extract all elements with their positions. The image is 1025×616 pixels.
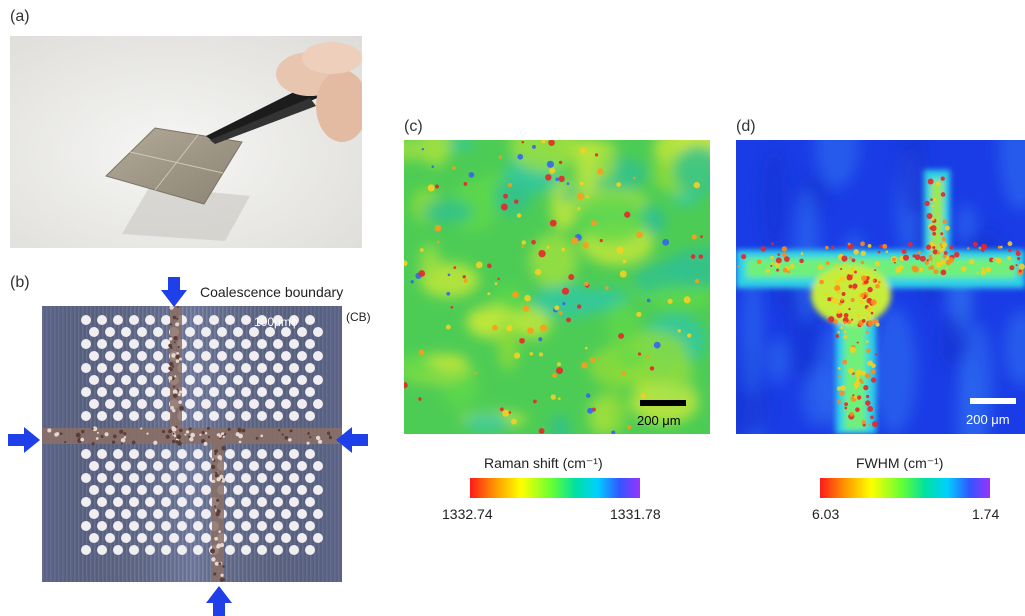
scale-label-d: 200 μm	[966, 412, 1010, 427]
coalescence-boundary-label: Coalescence boundary	[200, 284, 344, 300]
fwhm-colorbar-min: 6.03	[812, 506, 840, 522]
tweezers	[206, 84, 322, 142]
panel-c-label: (c)	[404, 118, 423, 135]
arrow-right	[336, 427, 368, 453]
scale-bar-d	[970, 398, 1016, 404]
photo-diamond-sample	[10, 36, 362, 248]
arrow-bottom	[206, 586, 232, 616]
raman-colorbar-title: Raman shift (cm⁻¹)	[484, 455, 603, 471]
scale-bar-c	[640, 400, 686, 406]
raman-shift-map: 200 μm	[404, 140, 710, 434]
cb-abbreviation: (CB)	[346, 310, 371, 324]
raman-colorbar-max: 1331.78	[610, 506, 661, 522]
fwhm-colorbar	[820, 478, 990, 498]
optical-micrograph: 100μmϕ	[42, 306, 342, 582]
arrow-left	[8, 427, 40, 453]
fwhm-colorbar-title: FWHM (cm⁻¹)	[856, 455, 944, 471]
arrow-top	[161, 277, 187, 307]
panel-b-label: (b)	[10, 274, 30, 291]
scale-label-c: 200 μm	[637, 413, 681, 428]
panel-a-label: (a)	[10, 8, 30, 25]
raman-colorbar	[470, 478, 640, 498]
fwhm-colorbar-max: 1.74	[972, 506, 1000, 522]
hole-size-label: 100μmϕ	[254, 315, 298, 329]
raman-colorbar-min: 1332.74	[442, 506, 493, 522]
panel-d-label: (d)	[736, 118, 756, 135]
fwhm-map: 200 μm	[736, 140, 1025, 434]
